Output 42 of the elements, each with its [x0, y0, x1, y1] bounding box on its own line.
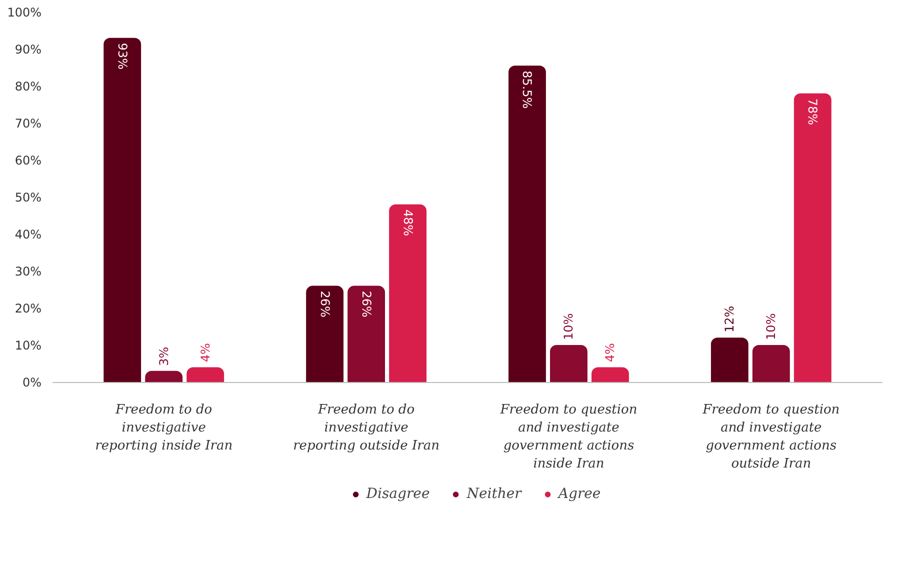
y-tick-label: 100% — [7, 6, 42, 20]
x-tick-label: Freedom to question and investigate government actions outside Iran — [702, 402, 840, 472]
bar — [186, 367, 224, 382]
x-tick-label: Freedom to do investigative reporting inside Iran — [95, 402, 233, 454]
bar — [592, 367, 629, 382]
y-tick-label: 20% — [14, 302, 42, 316]
y-tick-label: 40% — [14, 228, 42, 242]
bar — [348, 286, 385, 382]
bar — [752, 345, 790, 382]
y-tick-label: 0% — [22, 376, 42, 390]
y-tick-label: 90% — [14, 42, 42, 56]
data-label: 48% — [400, 209, 415, 236]
y-tick-label: 70% — [14, 116, 42, 130]
data-label: 3% — [156, 346, 171, 366]
y-tick-label: 30% — [14, 264, 42, 278]
bar — [145, 370, 183, 382]
x-tick-label: Freedom to question and investigate government actions inside Iran — [499, 402, 638, 472]
data-label: 85.5% — [520, 70, 534, 109]
data-label: 10% — [764, 313, 778, 340]
y-tick-label: 50% — [14, 190, 42, 204]
legend-label: Agree — [558, 486, 601, 502]
bar — [104, 38, 142, 382]
data-label: 26% — [318, 290, 332, 318]
legend-label: Neither — [466, 486, 522, 502]
data-label: 26% — [359, 290, 374, 318]
bar — [508, 66, 546, 382]
y-tick-label: 10% — [14, 338, 42, 352]
data-label: 10% — [562, 313, 576, 340]
bar — [389, 204, 426, 382]
data-label: 4% — [198, 343, 212, 362]
data-label: 78% — [806, 98, 820, 126]
x-tick-label: Freedom to do investigative reporting outside Iran — [293, 402, 440, 454]
bar — [794, 93, 832, 382]
data-label: 93% — [115, 42, 130, 70]
bar — [306, 286, 344, 382]
bar — [550, 345, 588, 382]
y-tick-label: 80% — [14, 80, 42, 94]
legend-label: Disagree — [366, 486, 430, 502]
data-label: 12% — [722, 306, 737, 333]
y-tick-label: 60% — [14, 154, 42, 168]
bar — [710, 338, 748, 382]
data-label: 4% — [603, 343, 618, 362]
